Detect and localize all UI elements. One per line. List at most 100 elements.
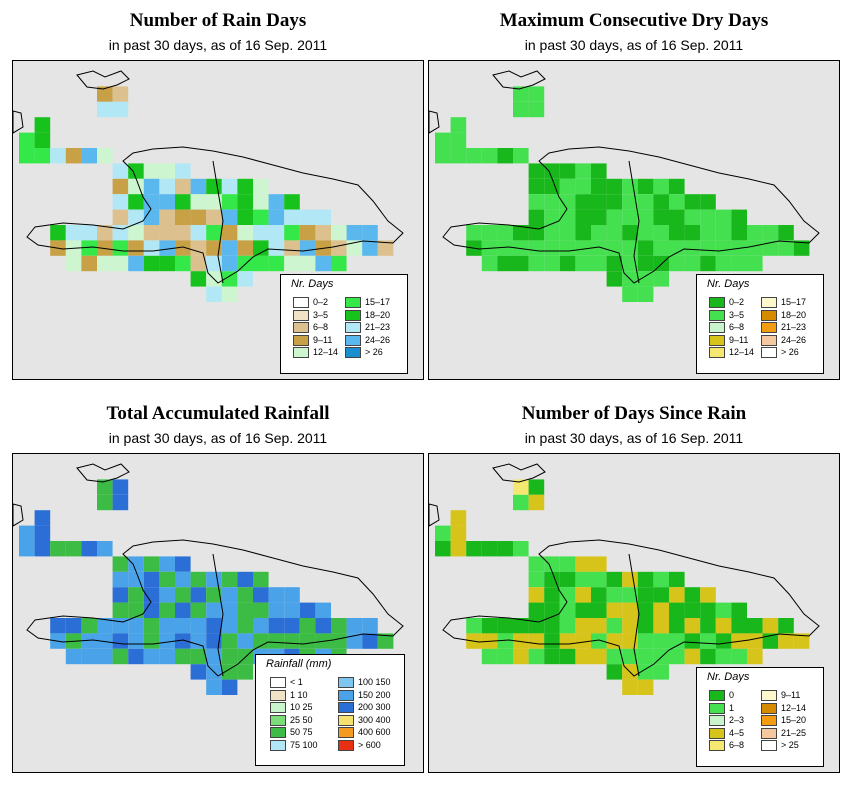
grid-cell	[653, 271, 669, 287]
grid-cell	[143, 571, 160, 588]
grid-cell	[700, 240, 716, 256]
legend-swatch	[761, 334, 777, 346]
legend-label: 21–25	[781, 727, 807, 738]
grid-cell	[221, 571, 238, 588]
grid-cell	[559, 633, 576, 649]
legend-title: Nr. Days	[707, 278, 750, 290]
grid-cell	[299, 225, 316, 241]
grid-cell	[669, 587, 685, 603]
legend-label: > 25	[781, 740, 799, 750]
grid-cell	[299, 240, 316, 256]
legend-label: 10 25	[290, 702, 313, 712]
legend-swatch	[270, 689, 286, 701]
legend-label: 0–2	[313, 297, 329, 307]
grid-cell	[175, 194, 191, 210]
grid-cell	[268, 209, 285, 225]
grid-cell	[715, 618, 732, 634]
grid-cell	[268, 194, 285, 210]
grid-cell	[128, 602, 144, 618]
grid-cell	[175, 240, 191, 256]
grid-cell	[268, 633, 285, 649]
grid-cell	[206, 255, 222, 272]
grid-cell	[268, 240, 285, 256]
grid-cell	[700, 209, 716, 225]
panel-subtitle: in past 30 days, as of 16 Sep. 2011	[108, 430, 328, 446]
grid-cell	[143, 587, 160, 603]
grid-cell	[190, 240, 207, 256]
grid-cell	[190, 633, 207, 649]
grid-cell	[591, 209, 607, 225]
grid-cell	[622, 618, 638, 634]
grid-cell	[637, 255, 654, 272]
grid-cell	[159, 602, 175, 618]
legend-swatch	[345, 297, 361, 308]
grid-cell	[653, 633, 669, 649]
grid-cell	[221, 679, 238, 695]
grid-cell	[143, 178, 160, 195]
grid-cell	[362, 618, 378, 634]
grid-cell	[331, 240, 347, 256]
grid-cell	[315, 618, 331, 634]
grid-cell	[513, 494, 529, 511]
grid-cell	[206, 194, 222, 210]
grid-cell	[237, 271, 253, 287]
grid-cell	[700, 194, 716, 210]
grid-cell	[669, 648, 685, 665]
grid-cell	[112, 225, 129, 241]
grid-cell	[128, 556, 144, 572]
grid-cell	[591, 225, 607, 241]
grid-cells	[435, 479, 810, 695]
grid-cell	[653, 225, 669, 241]
grid-cell	[715, 225, 732, 241]
grid-cell	[221, 271, 238, 287]
grid-cell	[190, 194, 207, 210]
grid-cell	[684, 618, 701, 634]
grid-cell	[466, 225, 482, 241]
grid-cell	[175, 571, 191, 588]
grid-cell	[544, 255, 560, 272]
grid-cell	[700, 255, 716, 272]
grid-cell	[528, 602, 545, 618]
legend-swatch	[338, 739, 354, 751]
grid-cell	[97, 479, 113, 495]
legend-swatch	[761, 347, 777, 358]
legend-swatch	[761, 322, 777, 333]
grid-cell	[128, 178, 144, 195]
grid-cell	[559, 194, 576, 210]
grid-cell	[253, 618, 269, 634]
grid-cell	[435, 541, 451, 557]
grid-cell	[684, 225, 701, 241]
grid-cell	[544, 633, 560, 649]
grid-cell	[559, 209, 576, 225]
grid-cell	[221, 618, 238, 634]
legend-label: 0	[729, 690, 735, 700]
grid-cell	[513, 148, 529, 164]
grid-cell	[112, 587, 129, 603]
grid-cell	[112, 101, 129, 118]
grid-cell	[284, 209, 300, 225]
grid-cell	[299, 633, 316, 649]
coastline-outline	[13, 70, 404, 284]
grid-cell	[575, 209, 591, 225]
legend-label: 100 150	[358, 677, 391, 687]
grid-cell	[206, 602, 222, 618]
grid-cell	[112, 240, 129, 256]
grid-cell	[731, 255, 747, 272]
grid-cell	[268, 602, 285, 618]
grid-cell	[190, 602, 207, 618]
legend-label: 1	[729, 702, 735, 713]
grid-cell	[362, 240, 378, 256]
grid-cell	[175, 602, 191, 618]
grid-cell	[747, 618, 763, 634]
grid-cell	[237, 618, 253, 634]
panel-subtitle: in past 30 days, as of 16 Sep. 2011	[108, 37, 328, 53]
grid-cell	[559, 602, 576, 618]
grid-cell	[284, 255, 300, 272]
grid-cell	[637, 618, 654, 634]
grid-cell	[159, 618, 175, 634]
grid-cell	[315, 602, 331, 618]
legend-label: 0–2	[729, 297, 745, 307]
panel-total-rainfall: Total Accumulated Rainfall in past 30 da…	[12, 393, 424, 783]
grid-cell	[481, 225, 498, 241]
grid-cell	[622, 240, 638, 256]
